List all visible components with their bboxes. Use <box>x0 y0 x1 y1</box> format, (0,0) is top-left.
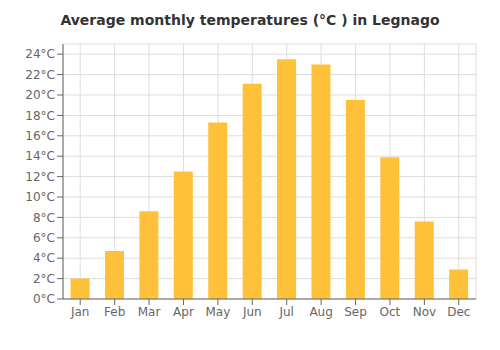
svg-text:22°C: 22°C <box>25 68 55 82</box>
svg-text:Sep: Sep <box>344 305 367 319</box>
svg-text:May: May <box>205 305 230 319</box>
svg-text:Jan: Jan <box>70 305 90 319</box>
svg-text:Feb: Feb <box>104 305 125 319</box>
svg-text:Apr: Apr <box>173 305 194 319</box>
svg-text:Jul: Jul <box>278 305 293 319</box>
html-text:Average monthly temperatures (: Average monthly temperatures (°C ) in Le… <box>60 12 440 28</box>
svg-text:Dec: Dec <box>447 305 470 319</box>
svg-text:Aug: Aug <box>309 305 332 319</box>
svg-text:20°C: 20°C <box>25 88 55 102</box>
svg-text:Jun: Jun <box>242 305 262 319</box>
svg-text:Nov: Nov <box>413 305 436 319</box>
svg-text:4°C: 4°C <box>33 251 55 265</box>
svg-text:6°C: 6°C <box>33 231 55 245</box>
svg-text:0°C: 0°C <box>33 292 55 306</box>
svg-text:Oct: Oct <box>380 305 401 319</box>
svg-text:Mar: Mar <box>138 305 161 319</box>
svg-text:10°C: 10°C <box>25 190 55 204</box>
svg-text:12°C: 12°C <box>25 170 55 184</box>
svg-text:8°C: 8°C <box>33 211 55 225</box>
svg-text:18°C: 18°C <box>25 109 55 123</box>
svg-text:24°C: 24°C <box>25 47 55 61</box>
svg-text:2°C: 2°C <box>33 272 55 286</box>
svg-text:16°C: 16°C <box>25 129 55 143</box>
svg-text:14°C: 14°C <box>25 149 55 163</box>
